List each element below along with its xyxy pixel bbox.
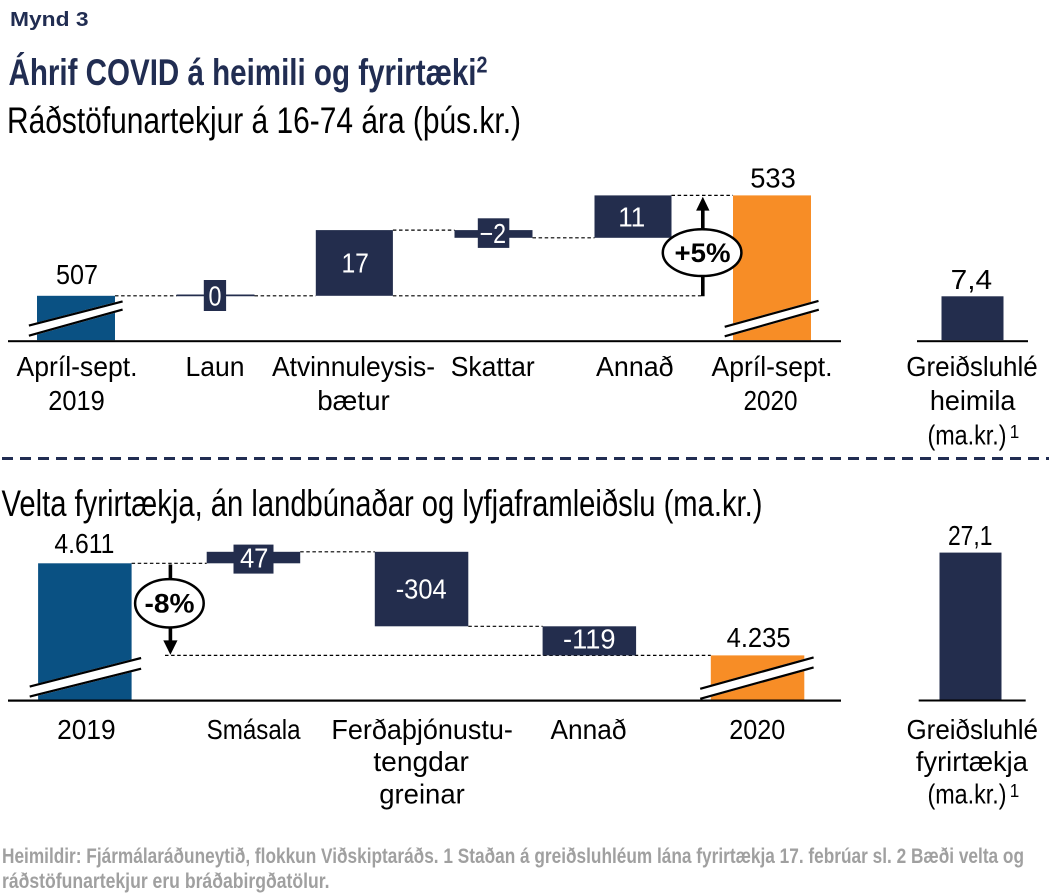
svg-text:fyrirtækja: fyrirtækja: [916, 746, 1028, 777]
svg-text:-304: -304: [396, 574, 447, 605]
svg-text:2020: 2020: [729, 714, 785, 745]
svg-text:(ma.kr.): (ma.kr.): [928, 778, 1007, 809]
svg-text:Ráðstöfunartekjur á 16-74 ára: Ráðstöfunartekjur á 16-74 ára (þús.kr.): [7, 100, 521, 141]
svg-text:533: 533: [750, 163, 796, 194]
svg-text:−2: −2: [480, 218, 507, 249]
svg-text:1: 1: [1010, 422, 1020, 442]
svg-text:Skattar: Skattar: [451, 351, 535, 382]
svg-text:0: 0: [209, 280, 222, 311]
svg-text:Atvinnuleysis-: Atvinnuleysis-: [272, 351, 435, 382]
svg-text:Annað: Annað: [551, 714, 627, 745]
svg-text:4.235: 4.235: [727, 622, 791, 653]
svg-text:11: 11: [618, 201, 645, 232]
svg-text:heimila: heimila: [930, 385, 1016, 416]
svg-text:Ferðaþjónustu-: Ferðaþjónustu-: [331, 714, 513, 745]
svg-text:2019: 2019: [48, 385, 105, 416]
svg-text:27,1: 27,1: [948, 520, 993, 551]
svg-text:Apríl-sept.: Apríl-sept.: [17, 351, 138, 382]
svg-text:1: 1: [1010, 781, 1020, 801]
svg-text:Smásala: Smásala: [207, 714, 301, 745]
svg-text:(ma.kr.): (ma.kr.): [928, 420, 1007, 451]
svg-text:Áhrif COVID á heimili og fyrir: Áhrif COVID á heimili og fyrirtæki: [9, 52, 477, 93]
svg-text:Laun: Laun: [186, 351, 245, 382]
svg-text:greinar: greinar: [379, 778, 465, 809]
svg-text:Greiðsluhlé: Greiðsluhlé: [906, 351, 1038, 382]
svg-text:7,4: 7,4: [951, 264, 993, 295]
svg-text:Velta fyrirtækja, án landbúnað: Velta fyrirtækja, án landbúnaðar og lyfj…: [2, 483, 763, 524]
svg-text:-119: -119: [563, 623, 616, 654]
svg-text:tengdar: tengdar: [373, 746, 469, 777]
svg-text:Annað: Annað: [596, 351, 674, 382]
svg-text:Apríl-sept.: Apríl-sept.: [712, 351, 833, 382]
svg-text:Greiðsluhlé: Greiðsluhlé: [906, 714, 1038, 745]
svg-text:2019: 2019: [57, 714, 116, 745]
svg-text:2020: 2020: [744, 385, 798, 416]
svg-text:2: 2: [477, 52, 488, 78]
svg-text:47: 47: [240, 543, 269, 574]
svg-text:507: 507: [56, 259, 98, 290]
svg-text:bætur: bætur: [317, 385, 390, 416]
svg-text:ráðstöfunartekjur eru bráðabir: ráðstöfunartekjur eru bráðabirgðatölur.: [2, 870, 330, 893]
svg-text:Heimildir: Fjármálaráðuneytið,: Heimildir: Fjármálaráðuneytið, flokkun V…: [2, 845, 1024, 868]
svg-text:-8%: -8%: [145, 588, 195, 618]
svg-text:17: 17: [341, 247, 369, 278]
svg-text:+5%: +5%: [675, 238, 731, 268]
svg-text:Mynd 3: Mynd 3: [10, 8, 89, 31]
svg-text:4.611: 4.611: [54, 528, 114, 559]
